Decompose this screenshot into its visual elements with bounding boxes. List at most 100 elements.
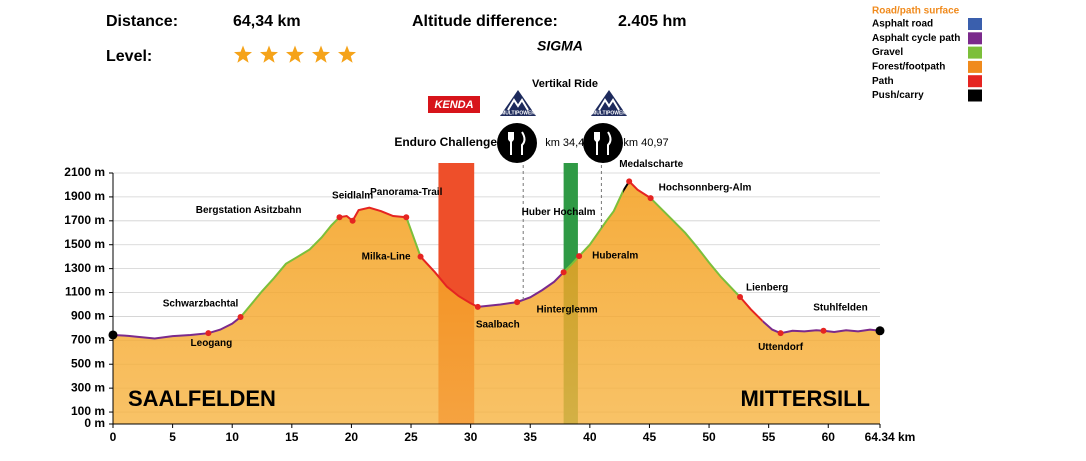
waypoint-dot	[576, 253, 583, 260]
waypoint-label: Hochsonnberg-Alm	[659, 183, 752, 194]
waypoint-label: Milka-Line	[362, 251, 411, 262]
y-tick-label: 300 m	[71, 380, 105, 394]
waypoint-label: Leogang	[191, 338, 233, 349]
multipower-logo: MULTIPOWER	[592, 110, 626, 116]
x-tick-label: 40	[583, 430, 597, 444]
start-point	[108, 330, 118, 340]
enduro-challenge: Enduro Challenge	[394, 135, 497, 149]
waypoint-dot	[560, 269, 567, 276]
y-tick-label: 1700 m	[64, 213, 105, 227]
x-tick-label: 15	[285, 430, 299, 444]
food-stop-label: km 34,41	[545, 137, 590, 149]
altitude-value: 2.405 hm	[618, 13, 686, 30]
waypoint-dot	[403, 214, 410, 221]
x-tick-label: 50	[702, 430, 716, 444]
vertikal-ride: Vertikal Ride	[532, 78, 598, 90]
waypoint-label: Stuhlfelden	[813, 302, 867, 313]
legend-swatch	[968, 32, 982, 45]
waypoint-label: Seidlalm	[332, 190, 373, 201]
x-tick-label: 5	[169, 430, 176, 444]
legend-label: Forest/footpath	[872, 62, 945, 73]
x-tick-label: 30	[464, 430, 478, 444]
x-tick-label: 45	[643, 430, 657, 444]
y-tick-label: 1500 m	[64, 237, 105, 251]
multipower-badge	[500, 90, 627, 116]
y-tick-label: 1900 m	[64, 189, 105, 203]
distance-value: 64,34 km	[233, 13, 301, 30]
waypoint-label: Saalbach	[476, 320, 520, 331]
waypoint-dot	[647, 195, 654, 202]
waypoint-label: Schwarzbachtal	[163, 299, 239, 310]
end-town: MITTERSILL	[740, 386, 870, 411]
x-tick-label: 25	[404, 430, 418, 444]
surface-line	[477, 270, 564, 308]
waypoint-label: Huber Hochalm	[522, 207, 596, 218]
y-tick-label: 2100 m	[64, 165, 105, 179]
level-star	[312, 45, 330, 63]
waypoint-dot	[417, 253, 424, 260]
level-star	[260, 45, 278, 63]
waypoint-dot	[737, 293, 744, 300]
kenda-badge	[428, 96, 480, 113]
multipower-logo: MULTIPOWER	[501, 110, 535, 116]
waypoint-dot	[237, 314, 244, 321]
level-star	[234, 45, 252, 63]
waypoint-label: Hinterglemm	[537, 305, 598, 316]
x-tick-label: 10	[226, 430, 240, 444]
x-tick-label: 35	[524, 430, 538, 444]
waypoint-label: Medalscharte	[619, 159, 683, 170]
legend-label: Gravel	[872, 47, 903, 58]
waypoint-label: Huberalm	[592, 251, 638, 262]
waypoint-dot	[336, 214, 343, 221]
x-tick-label: 55	[762, 430, 776, 444]
waypoint-dot	[205, 330, 212, 337]
waypoint-dot	[474, 303, 481, 310]
food-icons	[497, 123, 623, 163]
elevation-area	[113, 181, 880, 424]
y-tick-label: 0 m	[84, 416, 105, 430]
legend-swatch	[968, 18, 982, 30]
y-tick-label: 1100 m	[65, 285, 105, 299]
waypoint-dot	[514, 299, 521, 306]
legend-label: Push/carry	[872, 90, 924, 101]
x-tick-label: 0	[110, 430, 117, 444]
y-tick-label: 100 m	[71, 404, 105, 418]
waypoint-dot	[349, 217, 356, 224]
level-star	[286, 45, 304, 63]
waypoint-dot	[820, 327, 827, 334]
level-star	[338, 45, 356, 63]
legend-swatch	[968, 60, 982, 73]
end-point	[875, 326, 885, 336]
legend-title: Road/path surface	[872, 6, 960, 17]
distance-label: Distance:	[106, 13, 178, 30]
kenda-logo: KENDA	[434, 99, 473, 111]
legend-swatch	[968, 46, 982, 59]
legend-label: Asphalt cycle path	[872, 33, 960, 44]
y-tick-label: 700 m	[71, 333, 105, 347]
level-label: Level:	[106, 48, 152, 65]
start-town: SAALFELDEN	[128, 386, 276, 411]
waypoint-label: Bergstation Asitzbahn	[196, 205, 302, 216]
waypoint-dot	[626, 178, 633, 185]
legend-label: Path	[872, 76, 894, 87]
waypoint-label: Panorama-Trail	[370, 187, 442, 198]
y-tick-label: 900 m	[71, 309, 105, 323]
legend-swatch	[968, 75, 982, 88]
x-tick-label: 60	[822, 430, 836, 444]
legend-swatch	[968, 89, 982, 102]
y-tick-label: 500 m	[71, 356, 105, 370]
surface-line	[240, 216, 340, 319]
y-tick-label: 1300 m	[64, 261, 105, 275]
waypoint-label: Uttendorf	[758, 342, 804, 353]
food-stop-label: km 40,97	[623, 137, 668, 149]
sigma-logo: SIGMA	[537, 38, 583, 54]
legend-label: Asphalt road	[872, 19, 933, 30]
altitude-label: Altitude difference:	[412, 13, 558, 30]
x-tick-label: 64.34 km	[865, 430, 916, 444]
waypoint-label: Lienberg	[746, 283, 788, 294]
waypoint-dot	[777, 330, 784, 337]
surface-line	[740, 295, 763, 323]
x-tick-label: 20	[345, 430, 359, 444]
